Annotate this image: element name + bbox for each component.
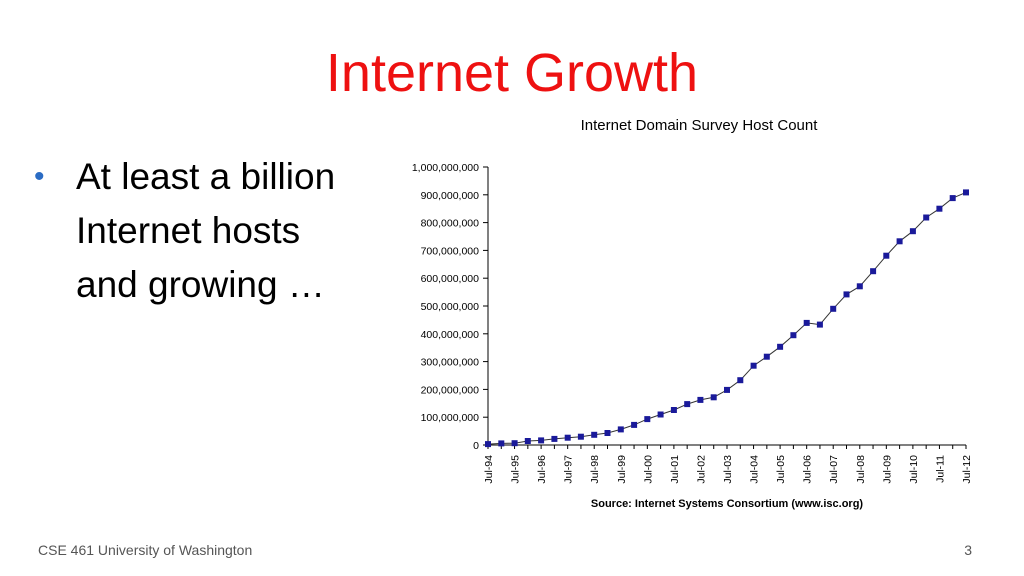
data-point xyxy=(816,321,823,328)
data-point xyxy=(923,214,930,221)
data-point xyxy=(870,268,877,275)
x-tick-label: Jul-07 xyxy=(828,455,840,484)
data-point xyxy=(577,433,584,440)
y-tick-label: 500,000,000 xyxy=(421,301,480,313)
data-point xyxy=(963,189,969,196)
x-tick-label: Jul-96 xyxy=(536,455,548,484)
bullet-line: Internet hosts xyxy=(76,210,301,251)
y-axis: 0 100,000,000 200,000,000 300,000,000 400,00… xyxy=(412,162,489,452)
data-point xyxy=(498,440,505,447)
x-tick-label: Jul-98 xyxy=(589,455,601,484)
x-axis: Jul-94 Jul-95 Jul-96 Jul-97 Jul-98 Jul-99 Jul-… xyxy=(483,444,973,484)
x-tick-label: Jul-08 xyxy=(855,455,867,484)
y-tick-label: 1,000,000,000 xyxy=(412,162,479,174)
data-point xyxy=(750,362,757,369)
data-point xyxy=(883,252,890,259)
y-tick-label: 200,000,000 xyxy=(421,384,480,396)
y-tick-label: 0 xyxy=(473,440,479,452)
x-tick-label: Jul-12 xyxy=(961,455,973,484)
data-point xyxy=(763,353,770,360)
footer-course: CSE 461 University of Washington xyxy=(38,542,253,558)
x-tick-label: Jul-06 xyxy=(802,455,814,484)
slide-title: Internet Growth xyxy=(325,43,699,103)
x-tick-label: Jul-95 xyxy=(510,455,522,484)
x-tick-label: Jul-09 xyxy=(881,455,893,484)
data-point xyxy=(485,441,491,448)
chart-title: Internet Domain Survey Host Count xyxy=(581,117,819,134)
bullet-list: • At least a billion Internet hosts and … xyxy=(34,150,384,312)
data-point xyxy=(670,407,677,413)
data-point xyxy=(617,426,624,433)
data-point xyxy=(790,332,797,339)
data-point xyxy=(511,440,518,447)
x-tick-label: Jul-03 xyxy=(722,455,734,484)
data-point xyxy=(803,319,810,326)
x-tick-label: Jul-02 xyxy=(695,455,707,484)
data-point xyxy=(843,291,850,298)
bullet-line: At least a billion xyxy=(76,156,336,197)
data-point xyxy=(644,416,651,423)
x-tick-label: Jul-04 xyxy=(749,455,761,484)
data-point xyxy=(591,431,598,438)
data-point xyxy=(830,305,837,312)
data-point xyxy=(896,238,903,245)
x-tick-label: Jul-97 xyxy=(563,455,575,484)
bullet-marker: • xyxy=(34,160,45,193)
y-tick-label: 300,000,000 xyxy=(421,357,480,369)
data-point xyxy=(949,195,956,202)
y-tick-label: 800,000,000 xyxy=(421,218,480,230)
data-point xyxy=(524,438,531,444)
chart-svg: Internet Domain Survey Host Count 0 100,0… xyxy=(412,117,973,510)
data-point xyxy=(936,205,943,212)
y-tick-label: 100,000,000 xyxy=(421,412,480,424)
y-tick-label: 600,000,000 xyxy=(421,273,480,285)
x-tick-label: Jul-11 xyxy=(934,455,946,483)
x-tick-label: Jul-00 xyxy=(642,455,654,484)
x-tick-label: Jul-01 xyxy=(669,455,681,484)
data-point xyxy=(737,377,744,384)
data-point xyxy=(631,421,638,428)
data-point xyxy=(538,437,545,444)
y-tick-label: 400,000,000 xyxy=(421,329,480,341)
page-number: 3 xyxy=(964,542,972,558)
host-count-chart: Internet Domain Survey Host Count 0 100,0… xyxy=(385,108,985,518)
data-point xyxy=(909,228,916,235)
x-tick-label: Jul-05 xyxy=(775,455,787,484)
chart-source: Source: Internet Systems Consortium (www… xyxy=(591,498,864,510)
y-tick-label: 700,000,000 xyxy=(421,245,480,257)
x-tick-label: Jul-94 xyxy=(483,455,495,484)
series-host-count xyxy=(485,189,969,448)
data-point xyxy=(684,401,691,408)
data-point xyxy=(657,411,664,418)
data-point xyxy=(551,435,558,442)
data-point xyxy=(604,430,611,436)
x-tick-label: Jul-10 xyxy=(908,455,920,484)
data-point xyxy=(710,394,717,401)
data-point xyxy=(697,396,704,403)
bullet-item: • At least a billion Internet hosts and … xyxy=(34,150,384,312)
data-point xyxy=(564,434,571,441)
data-point xyxy=(777,343,784,350)
data-point xyxy=(724,386,730,393)
series-line xyxy=(487,191,967,445)
bullet-text: At least a billion Internet hosts and gr… xyxy=(76,150,335,312)
bullet-line: and growing … xyxy=(76,264,325,305)
data-point xyxy=(856,283,863,290)
y-tick-label: 900,000,000 xyxy=(421,190,480,202)
x-tick-label: Jul-99 xyxy=(616,455,628,484)
